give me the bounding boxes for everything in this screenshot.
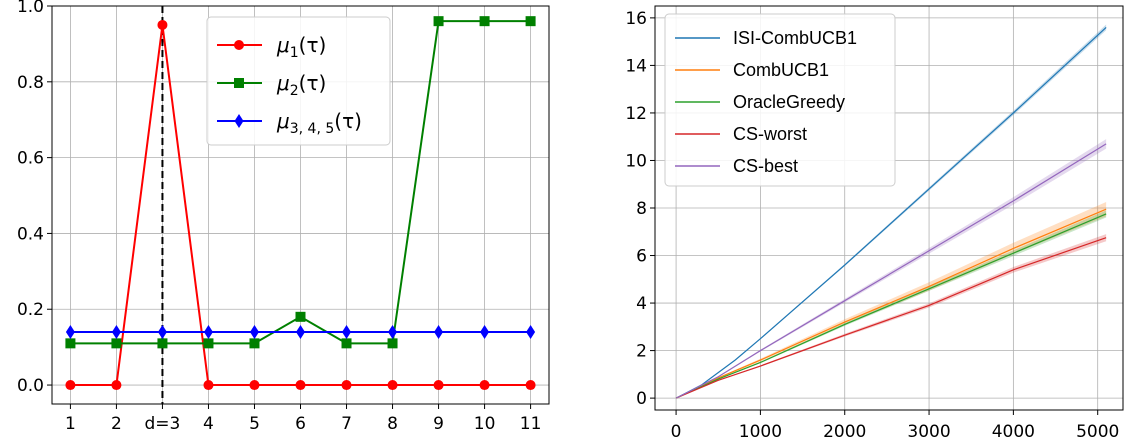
x-tick-label: 6 <box>295 414 306 434</box>
data-point <box>249 380 260 391</box>
y-tick-label: 12 <box>625 104 647 124</box>
data-point <box>388 324 398 339</box>
x-tick-label: 10 <box>474 414 496 434</box>
y-tick-label: 4 <box>636 294 647 314</box>
y-tick-label: 8 <box>636 199 647 219</box>
data-point <box>387 380 398 391</box>
data-point <box>341 380 352 391</box>
data-point <box>203 338 214 349</box>
legend: μ1(τ) μ2(τ) μ3, 4, 5(τ) <box>206 16 391 146</box>
legend-label: μ3, 4, 5(τ) <box>276 109 362 137</box>
data-point <box>434 324 444 339</box>
y-tick-label: 10 <box>625 151 647 171</box>
legend-box <box>206 16 391 146</box>
series-line-2 <box>675 208 1107 399</box>
y-tick-label: 0.4 <box>17 224 44 244</box>
data-point <box>480 324 490 339</box>
x-tick-label: 0 <box>671 422 682 440</box>
x-tick-label: 9 <box>433 414 444 434</box>
series-line-5 <box>675 143 1107 399</box>
data-point <box>203 380 214 391</box>
data-point <box>433 16 444 27</box>
legend-label: CombUCB1 <box>733 60 829 80</box>
data-point <box>157 338 168 349</box>
data-point <box>479 380 490 391</box>
y-tick-label: 0.0 <box>17 376 44 396</box>
x-tick-label: 1 <box>65 414 76 434</box>
legend-label: μ2(τ) <box>276 71 326 99</box>
data-point <box>65 380 76 391</box>
y-tick-label: 14 <box>625 56 647 76</box>
data-point <box>249 338 260 349</box>
data-point <box>65 338 76 349</box>
x-tick-label: 4000 <box>992 422 1035 440</box>
series-line-3 <box>675 213 1107 399</box>
data-point <box>157 19 168 30</box>
y-tick-label: 16 <box>625 9 647 29</box>
data-point <box>249 324 259 339</box>
left-chart: 1 2 d=3 4 5 6 7 8 9 10 11 0.0 0.2 0.4 0.6 0.8 1.0 μ1(τ) μ2… <box>17 0 550 434</box>
data-point <box>342 324 352 339</box>
y-tick-label: 1.0 <box>17 0 44 17</box>
legend-marker <box>234 40 244 50</box>
y-tick-label: 2 <box>636 342 647 362</box>
data-point <box>387 338 398 349</box>
data-point <box>295 311 306 322</box>
series-line-4 <box>675 237 1107 399</box>
legend-box <box>664 13 896 187</box>
x-tick-label: 2000 <box>823 422 866 440</box>
x-tick-label: 11 <box>520 414 542 434</box>
legend-marker <box>234 78 244 88</box>
data-point <box>341 338 352 349</box>
x-tick-label: 8 <box>387 414 398 434</box>
legend-label: ISI-CombUCB1 <box>733 28 857 48</box>
x-tick-label: 5 <box>249 414 260 434</box>
data-point <box>111 324 121 339</box>
data-point <box>433 380 444 391</box>
legend-label: OracleGreedy <box>733 92 845 112</box>
y-tick-label: 0.6 <box>17 149 44 169</box>
data-point <box>295 380 306 391</box>
data-point <box>157 324 167 339</box>
data-point <box>111 380 122 391</box>
data-point <box>525 16 536 27</box>
x-tick-label: 5000 <box>1076 422 1119 440</box>
data-point <box>525 380 536 391</box>
data-point <box>479 16 490 27</box>
data-point <box>111 338 122 349</box>
data-point <box>65 324 75 339</box>
x-tick-label: d=3 <box>145 414 181 434</box>
legend-label: μ1(τ) <box>276 33 326 61</box>
x-tick-label: 4 <box>203 414 214 434</box>
y-tick-label: 6 <box>636 247 647 267</box>
data-point <box>296 324 305 339</box>
x-tick-label: 7 <box>341 414 352 434</box>
y-tick-label: 0.8 <box>17 73 44 93</box>
confidence-band-4 <box>676 234 1107 399</box>
data-point <box>526 324 536 339</box>
legend-label: CS-worst <box>733 124 807 144</box>
legend-label: CS-best <box>733 156 798 176</box>
right-chart: 0 1000 2000 3000 4000 5000 0 2 4 6 8 10 12 14 16 ISI-Co… <box>625 5 1124 440</box>
y-tick-label: 0.2 <box>17 300 44 320</box>
legend: ISI-CombUCB1 CombUCB1 OracleGreedy CS-worst… <box>664 13 896 187</box>
x-tick-label: 1000 <box>739 422 782 440</box>
series-line-1 <box>675 26 1107 399</box>
legend-marker <box>234 114 244 128</box>
x-tick-label: 3000 <box>907 422 950 440</box>
y-tick-label: 0 <box>636 389 647 409</box>
data-point <box>203 324 213 339</box>
x-tick-label: 2 <box>111 414 122 434</box>
